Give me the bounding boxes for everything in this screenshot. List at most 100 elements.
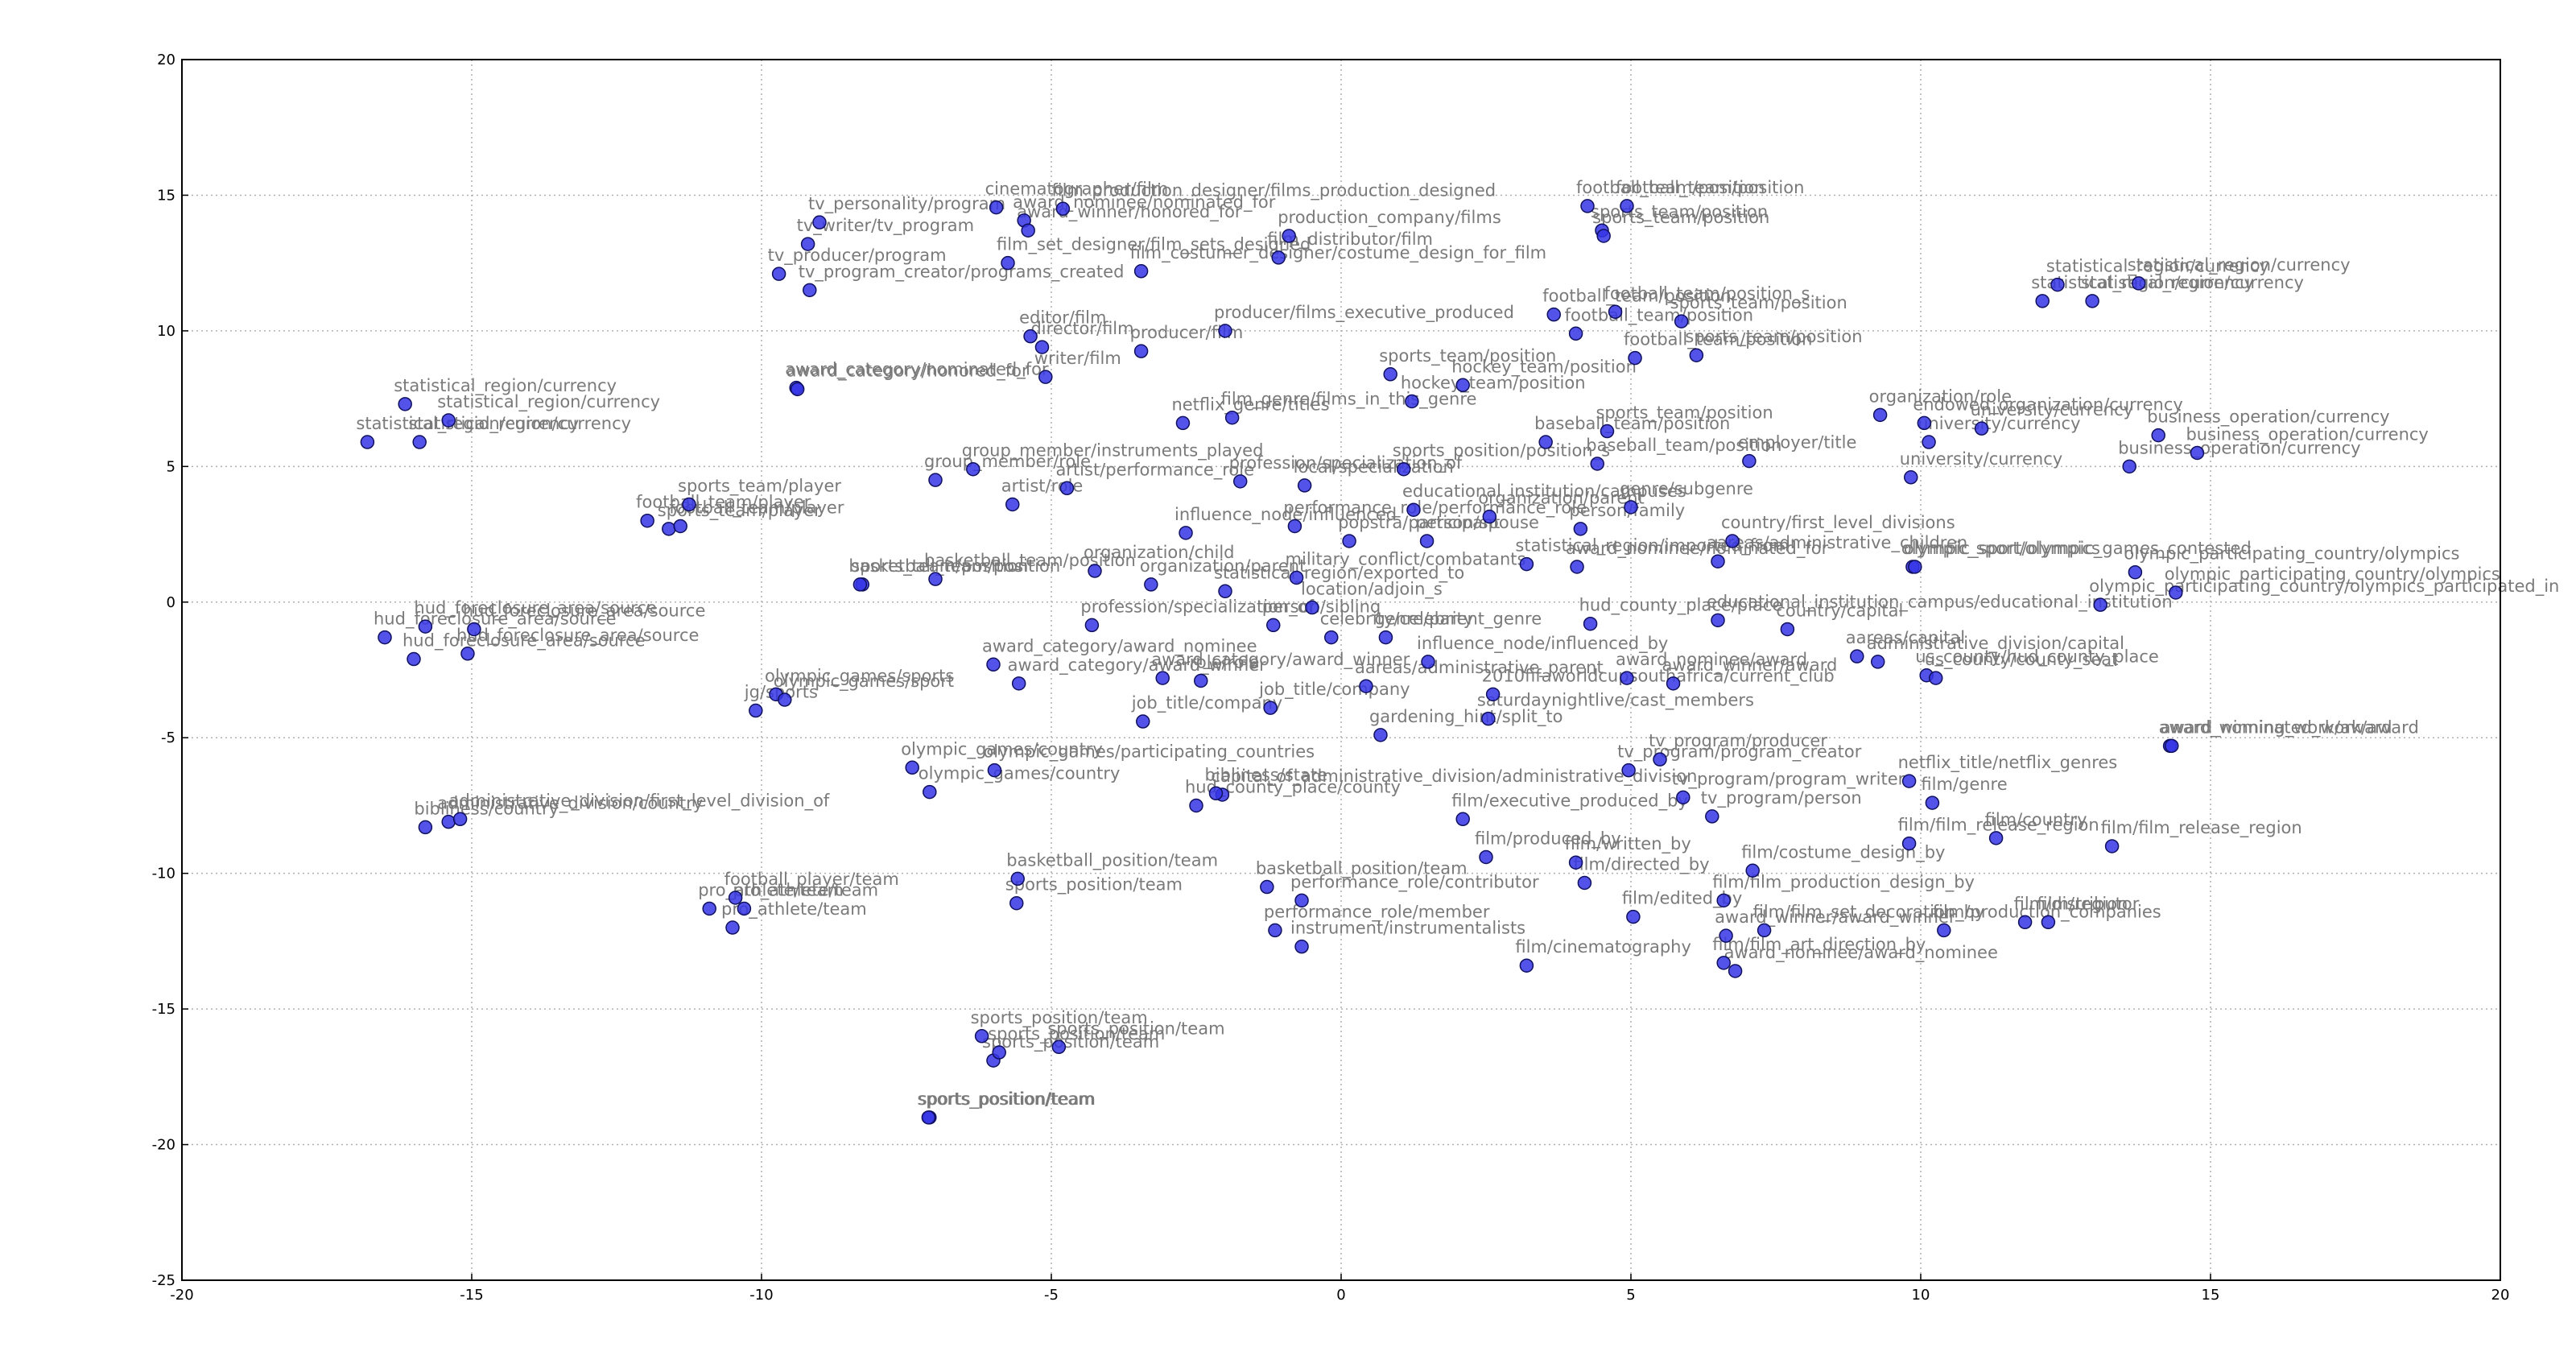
point-label: statistical_region/currency	[394, 376, 617, 396]
point-label: olympic_games/sport	[774, 672, 954, 692]
point-label: statistical_region/imported_from	[1515, 536, 1789, 556]
point-label: organization/parent	[1140, 556, 1306, 576]
point	[790, 382, 805, 397]
x-tick-label: 5	[1626, 1287, 1635, 1304]
x-tick-label: -10	[749, 1287, 773, 1304]
point	[1745, 863, 1760, 878]
point	[2017, 915, 2033, 930]
point-label: film_costumer_designer/costume_design_fo…	[1130, 243, 1547, 263]
point-label: performance_role/contributor	[1290, 872, 1539, 892]
point-label: film/region	[2037, 894, 2128, 913]
point	[1189, 798, 1203, 813]
point	[2122, 459, 2136, 474]
point	[1870, 655, 1885, 669]
point-label: gardening_hint/split_to	[1369, 707, 1563, 727]
point-label: sports_team/position	[1592, 208, 1769, 228]
x-tick-label: 0	[1336, 1287, 1345, 1304]
point-label: tv_personality/program	[808, 194, 1005, 214]
point-label: us_county/hud_county_place	[1915, 647, 2159, 667]
point-label: football_player/team	[724, 870, 899, 890]
point	[1705, 809, 1719, 824]
point	[1711, 554, 1725, 568]
point-label: olympic_games/sports	[765, 666, 954, 686]
point-label: artist/performance_role	[1055, 460, 1254, 480]
x-tick-label: -15	[460, 1287, 483, 1304]
point	[1928, 671, 1943, 685]
point	[1455, 378, 1470, 393]
point-label: tv_program/program_writer	[1672, 769, 1905, 789]
point-label: film_set_designer/film_sets_designed	[997, 235, 1311, 255]
point	[1937, 923, 1951, 938]
point	[1620, 199, 1634, 213]
y-tick-label: -25	[152, 1272, 175, 1289]
point-label: military_conflict/combatants	[1286, 549, 1526, 569]
point	[1232, 474, 1248, 489]
point-label: hud_county_place/place	[1579, 596, 1783, 616]
point	[987, 763, 1002, 778]
point-label: sports_team/position	[1596, 403, 1773, 424]
point	[737, 901, 752, 916]
point	[1908, 560, 1922, 574]
point-label: netflix_genre/titles	[1171, 395, 1329, 415]
point-label: award_nominee/award	[1616, 650, 1807, 670]
point	[1716, 956, 1731, 970]
point-label: instrument/instrumentalists	[1290, 919, 1525, 938]
point	[1218, 324, 1232, 338]
point-label: award_category/honored_for	[786, 361, 1029, 381]
point-label: university/currency	[1918, 414, 2080, 433]
point	[1583, 616, 1598, 631]
point-label: local/specialization	[1294, 457, 1454, 477]
point-label: film_genre/films_in_this_genre	[1221, 390, 1477, 410]
point	[1596, 229, 1611, 243]
point	[905, 760, 919, 775]
point-label: endowed_organization/currency	[1913, 395, 2182, 415]
point	[778, 692, 792, 707]
point	[1974, 421, 1989, 436]
point	[923, 784, 937, 800]
point-label: statistical_region/currency	[437, 392, 660, 412]
point-label: performance_role/performance_role	[1283, 498, 1587, 518]
point-label: football_team/position	[1576, 178, 1765, 198]
point	[1294, 939, 1309, 954]
point	[1666, 676, 1681, 691]
point-label: award_winning_work/award	[2159, 717, 2392, 738]
point	[1925, 796, 1940, 810]
point	[1021, 223, 1035, 238]
point-label: group_member/instruments_played	[962, 441, 1264, 461]
point-label: statistical_region/exported_to	[1214, 563, 1464, 583]
point	[1405, 394, 1419, 409]
point	[749, 703, 763, 718]
point-label: award_category/award_winner	[1008, 655, 1266, 676]
point-label: business_operation/currency	[2186, 424, 2428, 444]
point-label: university/currency	[1900, 449, 2062, 469]
point	[2165, 738, 2179, 754]
point-label: sports_team/position	[1670, 293, 1847, 313]
point-label: film_production_designer/films_productio…	[1051, 180, 1496, 200]
point	[1519, 958, 1534, 973]
point-label: aareas/administrative_children	[1707, 533, 1967, 553]
point	[1155, 671, 1170, 685]
y-tick-label: -20	[152, 1137, 175, 1154]
point-label: award_winner/award	[1662, 655, 1838, 676]
point-labels: statistical_region/currencystatistical_r…	[356, 178, 2559, 1110]
point	[1305, 600, 1319, 615]
point	[1917, 415, 1932, 431]
point	[989, 200, 1004, 215]
point	[418, 619, 433, 634]
point	[1397, 461, 1411, 477]
point	[2104, 839, 2120, 853]
point	[2151, 428, 2165, 443]
point	[1485, 687, 1501, 702]
point	[1482, 509, 1497, 524]
point-label: film/country	[1985, 810, 2087, 829]
point-label: us_county/county_seat	[1925, 650, 2119, 670]
point-label: film/produced_by	[1475, 829, 1621, 849]
point-label: sports_team/position	[1685, 327, 1862, 347]
point	[1034, 340, 1050, 354]
point	[1373, 728, 1388, 742]
point	[398, 397, 412, 411]
point-label: capital_of_administrative_division/admin…	[1211, 767, 1697, 787]
point	[1719, 928, 1733, 943]
point	[460, 647, 475, 661]
point-label: aareas/capital	[1846, 628, 1965, 647]
